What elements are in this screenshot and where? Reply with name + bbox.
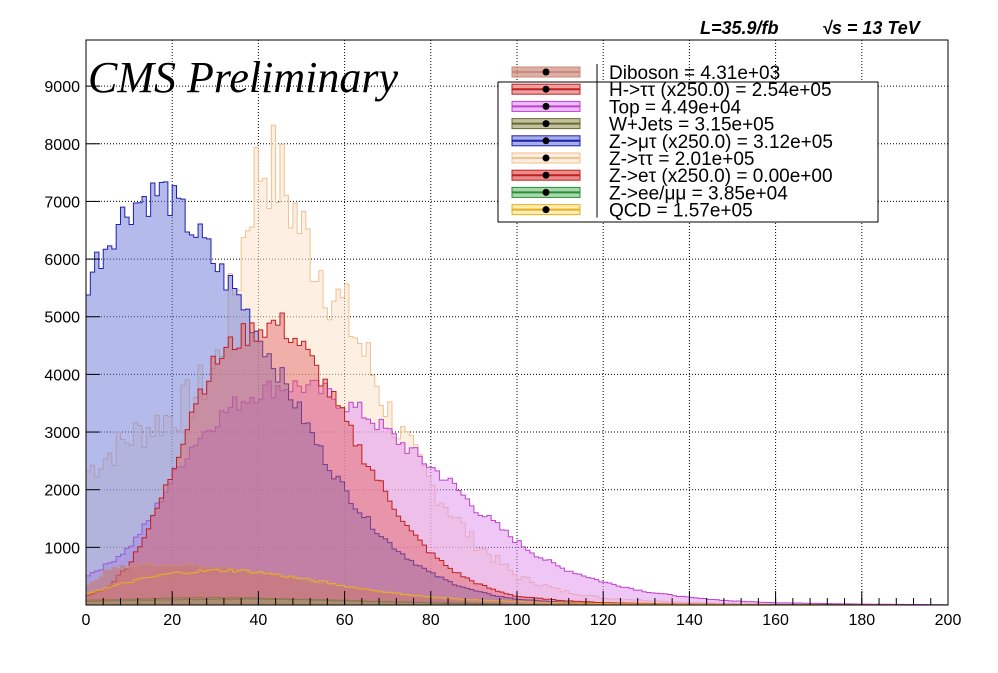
legend-marker — [542, 137, 550, 145]
x-tick-label: 180 — [848, 612, 875, 629]
legend-entry: Top = 4.49e+04 — [511, 97, 741, 118]
x-tick-label: 40 — [250, 612, 268, 629]
x-tick-label: 20 — [163, 612, 181, 629]
y-tick-label: 5000 — [44, 310, 80, 327]
legend-entry: W+Jets = 3.15e+05 — [511, 115, 774, 136]
legend-label: QCD = 1.57e+05 — [609, 201, 753, 222]
legend-entry: Z->eτ (x250.0) = 0.00e+00 — [511, 166, 833, 187]
series-layer — [85, 124, 949, 606]
y-tick-label: 3000 — [44, 425, 80, 442]
x-tick-label: 200 — [935, 612, 962, 629]
x-tick-label: 80 — [422, 612, 440, 629]
x-tick-label: 120 — [590, 612, 617, 629]
legend-marker — [542, 102, 550, 110]
legend-label: H->ττ (x250.0) = 2.54e+05 — [609, 80, 832, 101]
x-tick-label: 60 — [336, 612, 354, 629]
y-tick-label: 9000 — [44, 79, 80, 96]
legend-marker — [542, 171, 550, 179]
legend-entry: Z->ττ = 2.01e+05 — [511, 149, 754, 170]
y-tick-label: 1000 — [44, 540, 80, 557]
y-tick-label: 8000 — [44, 137, 80, 154]
y-tick-label: 7000 — [44, 194, 80, 211]
legend-entry: Diboson = 4.31e+03 — [511, 63, 780, 84]
legend-label: Z->ee/μμ = 3.85e+04 — [609, 183, 788, 204]
legend-marker — [542, 85, 550, 93]
legend-entry: QCD = 1.57e+05 — [511, 201, 753, 222]
y-tick-label: 2000 — [44, 483, 80, 500]
legend-marker — [542, 206, 550, 214]
energy-label: √s = 13 TeV — [822, 18, 922, 38]
legend-label: Diboson = 4.31e+03 — [609, 63, 780, 84]
legend-entry: Z->ee/μμ = 3.85e+04 — [511, 183, 788, 204]
legend-entry: H->ττ (x250.0) = 2.54e+05 — [511, 80, 832, 101]
x-tick-label: 160 — [762, 612, 789, 629]
axis-ticks: 0 20 40 60 80 100 120 140 160 180 200 1000 2000 3000 4… — [44, 79, 961, 629]
cms-preliminary-label: CMS Preliminary — [88, 53, 398, 102]
lumi-label: L=35.9/fb — [700, 18, 779, 38]
x-tick-label: 140 — [676, 612, 703, 629]
x-tick-label: 0 — [82, 612, 91, 629]
legend-marker — [542, 68, 550, 76]
legend-label: Top = 4.49e+04 — [609, 97, 741, 118]
y-tick-label: 4000 — [44, 367, 80, 384]
y-tick-label: 6000 — [44, 252, 80, 269]
legend: Diboson = 4.31e+03H->ττ (x250.0) = 2.54e… — [497, 63, 879, 223]
x-tick-label: 100 — [504, 612, 531, 629]
legend-marker — [542, 188, 550, 196]
legend-label: Z->μτ (x250.0) = 3.12e+05 — [609, 132, 833, 153]
legend-marker — [542, 154, 550, 162]
legend-label: Z->ττ = 2.01e+05 — [609, 149, 754, 170]
legend-marker — [542, 120, 550, 128]
legend-label: W+Jets = 3.15e+05 — [609, 115, 774, 136]
legend-entry: Z->μτ (x250.0) = 3.12e+05 — [511, 132, 833, 153]
legend-label: Z->eτ (x250.0) = 0.00e+00 — [609, 166, 833, 187]
